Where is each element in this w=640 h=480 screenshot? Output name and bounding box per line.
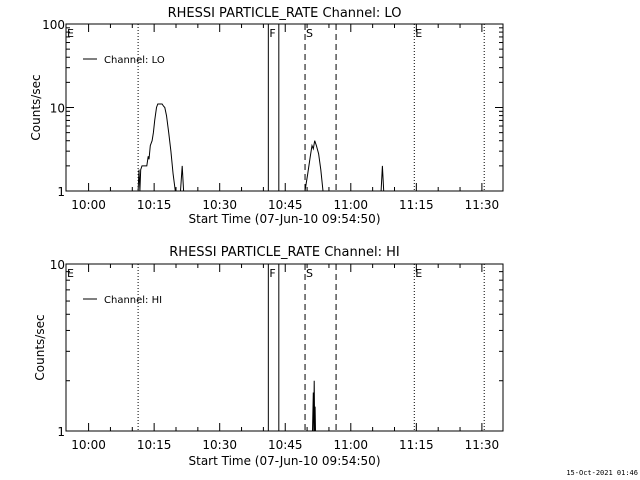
y-tick-label: 1 xyxy=(57,185,65,199)
annotation-label: E xyxy=(67,267,74,280)
y-axis-label: Counts/sec xyxy=(33,314,47,380)
y-tick-label: 10 xyxy=(50,102,65,116)
legend-label: Channel: HI xyxy=(104,295,162,306)
x-tick-label: 10:30 xyxy=(202,438,237,452)
x-tick-label: 11:30 xyxy=(465,438,500,452)
x-tick-label: 11:00 xyxy=(333,438,368,452)
y-tick-label: 100 xyxy=(42,18,65,32)
x-tick-label: 10:15 xyxy=(137,198,172,212)
x-axis-label: Start Time (07-Jun-10 09:54:50) xyxy=(189,454,381,468)
plot-panel-1: RHESSI PARTICLE_RATE Channel: HI 10:00 10:… xyxy=(33,245,504,468)
plot-frame xyxy=(65,23,504,192)
x-axis-label: Start Time (07-Jun-10 09:54:50) xyxy=(189,212,381,226)
x-tick-label: 10:00 xyxy=(71,198,106,212)
x-tick-label: 11:00 xyxy=(333,198,368,212)
x-tick-label: 10:45 xyxy=(268,198,303,212)
x-tick-label: 11:30 xyxy=(465,198,500,212)
footer-timestamp: 15-Oct-2021 01:46 xyxy=(566,469,638,477)
y-tick-label: 10 xyxy=(50,258,65,272)
annotation-label: F xyxy=(269,267,275,280)
series-line xyxy=(66,103,503,192)
plot-panel-0: RHESSI PARTICLE_RATE Channel: LO 10:00 10:… xyxy=(29,6,504,226)
plot-title: RHESSI PARTICLE_RATE Channel: LO xyxy=(168,6,402,21)
plot-frame xyxy=(65,263,504,432)
annotation-label: E xyxy=(415,27,422,40)
x-tick-label: 10:15 xyxy=(137,438,172,452)
annotation-label: E xyxy=(415,267,422,280)
x-tick-label: 10:45 xyxy=(268,438,303,452)
legend-label: Channel: LO xyxy=(104,55,165,66)
x-tick-label: 11:15 xyxy=(399,438,434,452)
annotation-label: F xyxy=(269,27,275,40)
annotation-label: S xyxy=(306,27,313,40)
x-tick-label: 10:00 xyxy=(71,438,106,452)
annotation-label: S xyxy=(306,267,313,280)
x-tick-label: 10:30 xyxy=(202,198,237,212)
annotation-label: E xyxy=(67,27,74,40)
plot-title: RHESSI PARTICLE_RATE Channel: HI xyxy=(169,245,399,260)
y-tick-label: 1 xyxy=(57,425,65,439)
series-line xyxy=(66,380,503,432)
y-axis-label: Counts/sec xyxy=(29,74,43,140)
x-tick-label: 11:15 xyxy=(399,198,434,212)
